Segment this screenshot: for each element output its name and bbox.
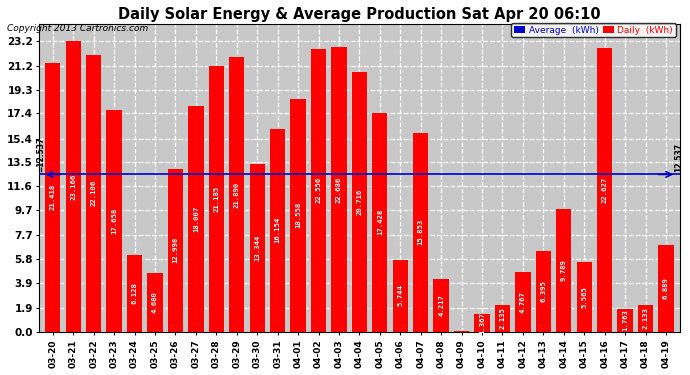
Bar (433, 279, 448, 332)
Bar (372, 113, 388, 332)
Bar (250, 164, 265, 332)
Bar (229, 57, 244, 332)
Bar (556, 209, 571, 332)
Bar (658, 245, 673, 332)
Text: 21.890: 21.890 (234, 181, 239, 207)
Text: 22.106: 22.106 (90, 180, 97, 206)
Bar (638, 305, 653, 332)
Text: 13.344: 13.344 (254, 235, 260, 261)
Bar (310, 49, 326, 332)
Bar (208, 66, 224, 332)
Bar (577, 262, 592, 332)
Text: 16.154: 16.154 (275, 217, 281, 243)
Bar (168, 169, 183, 332)
Text: 22.627: 22.627 (602, 177, 608, 203)
Text: 9.789: 9.789 (561, 259, 566, 281)
Bar (106, 110, 122, 332)
Bar (66, 41, 81, 332)
Text: 17.428: 17.428 (377, 209, 383, 236)
Text: 21.185: 21.185 (213, 186, 219, 212)
Text: 18.007: 18.007 (193, 206, 199, 232)
Bar (474, 314, 490, 332)
Bar (618, 309, 633, 332)
Bar (127, 255, 142, 332)
Text: 6.128: 6.128 (132, 282, 137, 304)
Bar (86, 54, 101, 332)
Legend: Average  (kWh), Daily  (kWh): Average (kWh), Daily (kWh) (511, 23, 676, 37)
Bar (45, 63, 61, 332)
Text: 6.395: 6.395 (540, 280, 546, 302)
Bar (352, 72, 367, 332)
Bar (597, 48, 612, 332)
Text: Copyright 2013 Cartronics.com: Copyright 2013 Cartronics.com (7, 24, 148, 33)
Bar (290, 99, 306, 332)
Text: 18.558: 18.558 (295, 202, 301, 228)
Text: 1.367: 1.367 (479, 312, 485, 334)
Text: 17.658: 17.658 (111, 208, 117, 234)
Bar (413, 133, 428, 332)
Bar (148, 273, 163, 332)
Text: 20.716: 20.716 (356, 189, 362, 215)
Bar (535, 251, 551, 332)
Bar (515, 272, 531, 332)
Text: 5.565: 5.565 (581, 286, 587, 308)
Bar (331, 47, 346, 332)
Bar (393, 260, 408, 332)
Bar (495, 305, 510, 332)
Text: 6.889: 6.889 (663, 278, 669, 299)
Text: =12.537: =12.537 (36, 136, 45, 172)
Bar (454, 331, 469, 332)
Text: 4.680: 4.680 (152, 291, 158, 313)
Text: 4.767: 4.767 (520, 291, 526, 313)
Text: 15.853: 15.853 (417, 219, 424, 245)
Text: 1.763: 1.763 (622, 309, 628, 332)
Text: 5.744: 5.744 (397, 285, 403, 306)
Text: 2.135: 2.135 (500, 307, 506, 329)
Text: 22.556: 22.556 (315, 177, 322, 203)
Bar (188, 106, 204, 332)
Text: 4.217: 4.217 (438, 294, 444, 316)
Title: Daily Solar Energy & Average Production Sat Apr 20 06:10: Daily Solar Energy & Average Production … (118, 7, 601, 22)
Text: 12.537: 12.537 (673, 143, 682, 172)
Bar (270, 129, 285, 332)
Text: 2.133: 2.133 (642, 307, 649, 329)
Text: 22.686: 22.686 (336, 176, 342, 203)
Text: 23.166: 23.166 (70, 173, 76, 200)
Text: 21.418: 21.418 (50, 184, 56, 210)
Text: 12.998: 12.998 (172, 237, 179, 263)
